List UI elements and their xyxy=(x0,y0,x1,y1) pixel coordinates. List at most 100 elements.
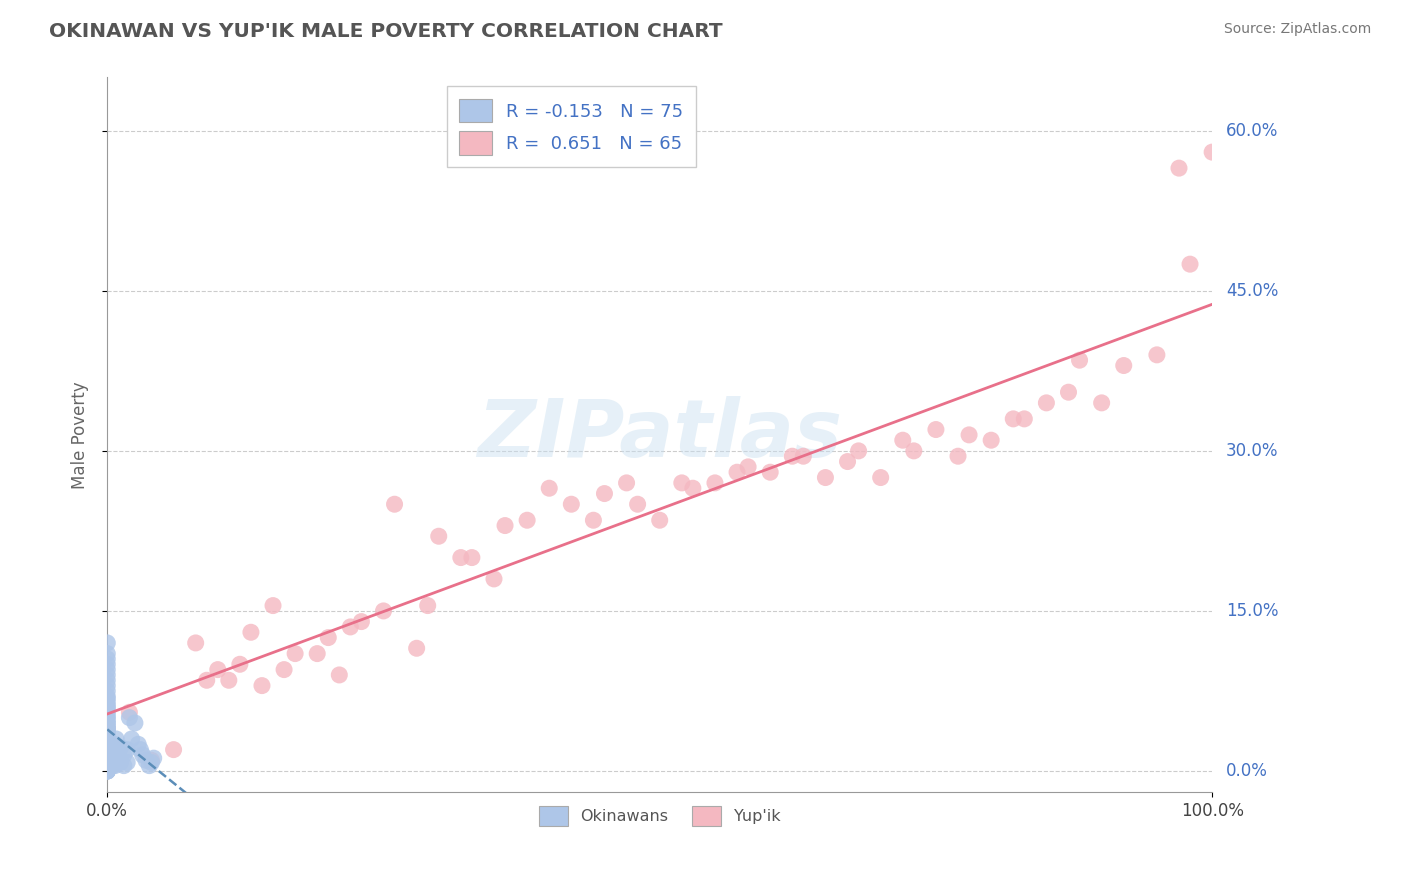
Point xyxy=(405,641,427,656)
Point xyxy=(96,708,118,723)
Point xyxy=(124,715,146,730)
Point xyxy=(416,599,439,613)
Point xyxy=(494,518,516,533)
Point xyxy=(461,550,484,565)
Point xyxy=(848,443,870,458)
Point xyxy=(110,756,132,770)
Point xyxy=(891,434,914,448)
Text: 0.0%: 0.0% xyxy=(1226,762,1268,780)
Point xyxy=(96,647,118,661)
Point xyxy=(96,721,118,735)
Point xyxy=(112,758,135,772)
Point xyxy=(104,758,127,772)
Point xyxy=(96,679,118,693)
Text: ZIPatlas: ZIPatlas xyxy=(477,396,842,474)
Point xyxy=(957,428,980,442)
Point xyxy=(980,434,1002,448)
Point xyxy=(814,470,837,484)
Point xyxy=(96,657,118,672)
Point xyxy=(96,756,118,770)
Point xyxy=(626,497,648,511)
Point xyxy=(121,731,143,746)
Point xyxy=(1201,145,1223,160)
Point xyxy=(671,475,693,490)
Point xyxy=(262,599,284,613)
Point xyxy=(218,673,240,688)
Point xyxy=(792,449,814,463)
Point xyxy=(616,475,638,490)
Text: 30.0%: 30.0% xyxy=(1226,442,1278,460)
Point xyxy=(96,719,118,733)
Point xyxy=(96,730,118,744)
Point xyxy=(96,737,118,751)
Point xyxy=(107,745,129,759)
Point xyxy=(96,742,118,756)
Point xyxy=(138,758,160,772)
Point xyxy=(110,740,132,755)
Point xyxy=(112,747,135,762)
Point xyxy=(582,513,605,527)
Point xyxy=(96,753,118,767)
Point xyxy=(1178,257,1201,271)
Point xyxy=(105,731,128,746)
Point xyxy=(328,668,350,682)
Point xyxy=(96,751,118,765)
Point xyxy=(162,742,184,756)
Point xyxy=(96,726,118,740)
Point xyxy=(96,764,118,778)
Point xyxy=(195,673,218,688)
Point xyxy=(96,747,118,762)
Point xyxy=(229,657,252,672)
Point xyxy=(96,700,118,714)
Point xyxy=(142,751,165,765)
Point xyxy=(384,497,406,511)
Point xyxy=(96,726,118,740)
Point xyxy=(96,745,118,759)
Point xyxy=(105,753,128,767)
Point xyxy=(107,756,129,770)
Point xyxy=(96,691,118,706)
Point xyxy=(141,753,163,767)
Point xyxy=(538,481,561,495)
Point xyxy=(239,625,262,640)
Text: 60.0%: 60.0% xyxy=(1226,122,1278,140)
Point xyxy=(207,663,229,677)
Point xyxy=(118,711,141,725)
Point xyxy=(1168,161,1191,175)
Point xyxy=(593,486,616,500)
Point xyxy=(96,715,118,730)
Point xyxy=(115,756,138,770)
Point xyxy=(101,742,124,756)
Point xyxy=(96,695,118,709)
Point xyxy=(96,740,118,755)
Point xyxy=(96,758,118,772)
Point xyxy=(96,706,118,720)
Point xyxy=(115,742,138,756)
Point xyxy=(96,747,118,762)
Point xyxy=(250,679,273,693)
Point xyxy=(273,663,295,677)
Point xyxy=(96,636,118,650)
Point xyxy=(118,706,141,720)
Point xyxy=(96,673,118,688)
Point xyxy=(307,647,329,661)
Text: Source: ZipAtlas.com: Source: ZipAtlas.com xyxy=(1223,22,1371,37)
Point xyxy=(1035,396,1057,410)
Point xyxy=(837,454,859,468)
Point xyxy=(96,758,118,772)
Point xyxy=(946,449,969,463)
Point xyxy=(96,764,118,778)
Point xyxy=(1091,396,1114,410)
Point xyxy=(96,764,118,778)
Point xyxy=(131,747,153,762)
Point xyxy=(96,723,118,738)
Point xyxy=(96,764,118,778)
Point xyxy=(96,668,118,682)
Point xyxy=(104,737,127,751)
Point xyxy=(782,449,804,463)
Point xyxy=(96,711,118,725)
Point xyxy=(1002,412,1025,426)
Legend: Okinawans, Yup'ik: Okinawans, Yup'ik xyxy=(531,797,789,834)
Point xyxy=(96,721,118,735)
Point xyxy=(96,731,118,746)
